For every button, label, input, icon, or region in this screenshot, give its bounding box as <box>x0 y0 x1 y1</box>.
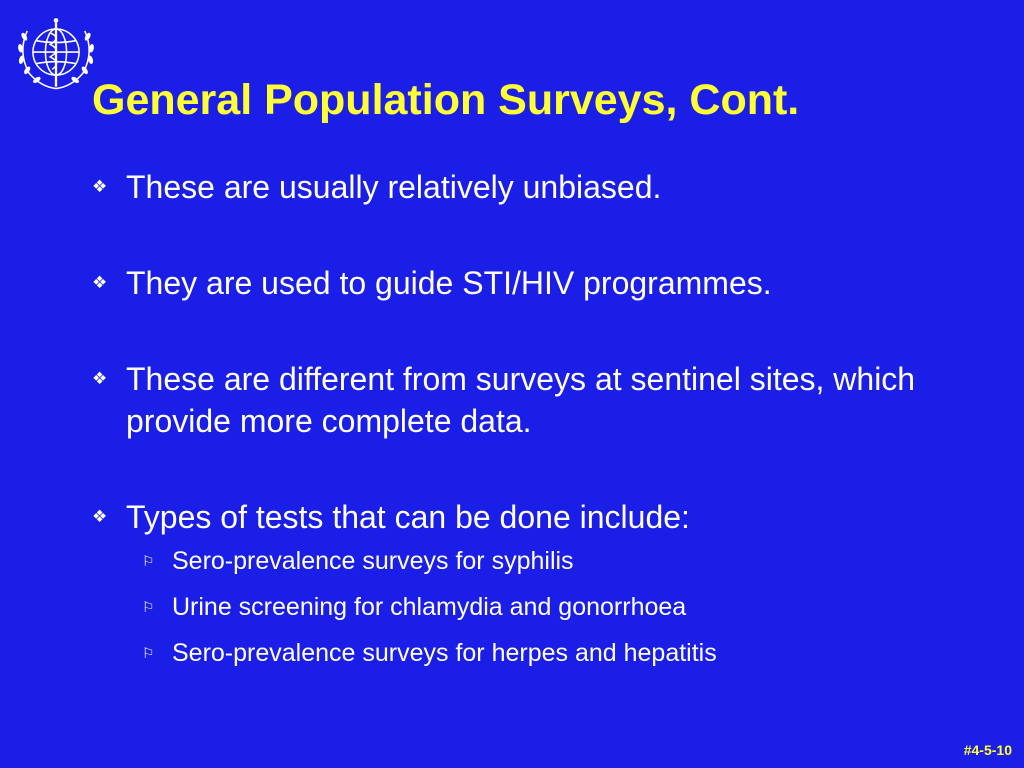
bullet-item: ❖ These are usually relatively unbiased. <box>92 166 992 208</box>
diamond-bullet-icon: ❖ <box>92 273 108 292</box>
flag-bullet-icon: ⚐ <box>142 645 155 661</box>
diamond-bullet-icon: ❖ <box>92 369 108 388</box>
flag-bullet-icon: ⚐ <box>142 553 155 569</box>
sub-bullet-item: ⚐ Sero-prevalence surveys for herpes and… <box>126 636 992 670</box>
sub-bullet-text: Sero-prevalence surveys for herpes and h… <box>172 639 717 667</box>
diamond-bullet-icon: ❖ <box>92 507 108 526</box>
slide-title: General Population Surveys, Cont. <box>92 76 800 124</box>
bullet-text: These are usually relatively unbiased. <box>126 169 662 205</box>
diamond-bullet-icon: ❖ <box>92 177 108 196</box>
flag-bullet-icon: ⚐ <box>142 599 155 615</box>
sub-bullet-text: Urine screening for chlamydia and gonorr… <box>172 593 687 621</box>
who-emblem-icon <box>18 18 94 90</box>
sub-bullet-text: Sero-prevalence surveys for syphilis <box>172 547 574 575</box>
bullet-text: These are different from surveys at sent… <box>126 361 916 439</box>
bullet-item: ❖ They are used to guide STI/HIV program… <box>92 262 992 304</box>
bullet-text: They are used to guide STI/HIV programme… <box>126 265 772 301</box>
sub-bullet-item: ⚐ Urine screening for chlamydia and gono… <box>126 590 992 624</box>
sub-bullet-list: ⚐ Sero-prevalence surveys for syphilis ⚐… <box>126 544 992 670</box>
sub-bullet-item: ⚐ Sero-prevalence surveys for syphilis <box>126 544 992 578</box>
bullet-list: ❖ These are usually relatively unbiased.… <box>92 166 992 670</box>
bullet-item: ❖ These are different from surveys at se… <box>92 358 992 442</box>
bullet-text: Types of tests that can be done include: <box>126 499 690 535</box>
slide-number: #4-5-10 <box>963 742 1012 758</box>
bullet-item: ❖ Types of tests that can be done includ… <box>92 496 992 670</box>
